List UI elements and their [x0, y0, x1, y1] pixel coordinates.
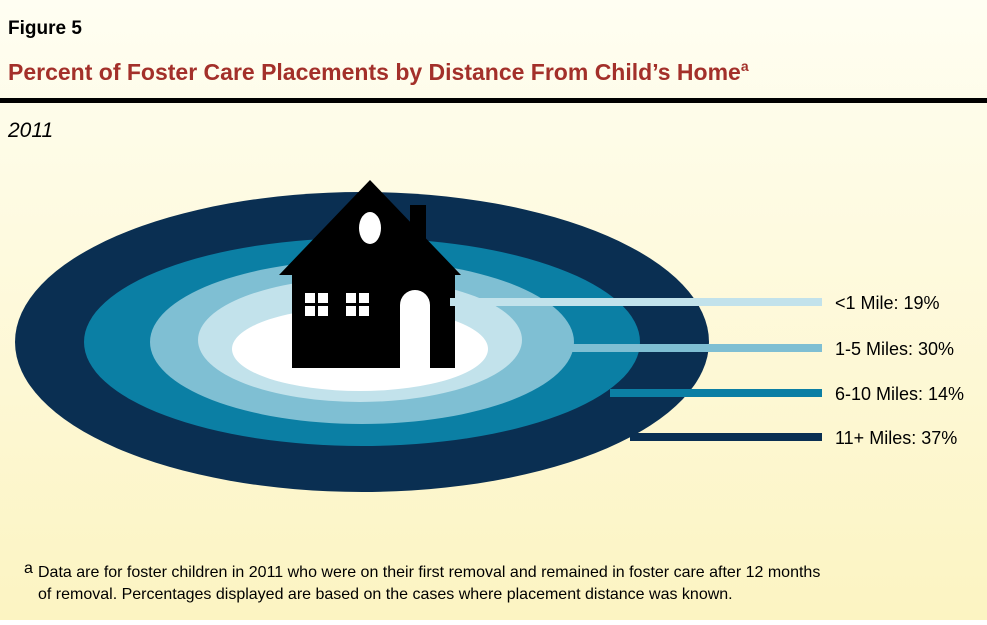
leader-line	[450, 298, 822, 306]
figure-label: Figure 5	[8, 18, 82, 39]
subtitle: 2011	[7, 119, 53, 142]
house-body	[292, 270, 455, 368]
value-label: 6-10 Miles: 14%	[835, 384, 964, 404]
title-text: Percent of Foster Care Placements by Dis…	[8, 59, 741, 85]
house-windows	[305, 293, 369, 316]
house-door	[400, 290, 430, 368]
value-label: <1 Mile: 19%	[835, 293, 940, 313]
chart-title: Percent of Foster Care Placements by Dis…	[8, 58, 749, 85]
leaders: <1 Mile: 19% 1-5 Miles: 30% 6-10 Miles: 14…	[450, 293, 964, 448]
leader-line	[610, 389, 822, 397]
leader-line	[570, 344, 822, 352]
leader-line	[630, 433, 822, 441]
house-round-window	[359, 212, 381, 244]
house-chimney	[410, 205, 426, 255]
footnote-marker: a	[24, 560, 33, 577]
footnote-line: of removal. Percentages displayed are ba…	[38, 586, 733, 603]
title-rule	[0, 98, 987, 103]
footnote-line: Data are for foster children in 2011 who…	[38, 564, 820, 581]
value-label: 11+ Miles: 37%	[835, 428, 957, 448]
title-note: a	[741, 58, 749, 74]
value-label: 1-5 Miles: 30%	[835, 339, 954, 359]
house	[279, 180, 461, 368]
